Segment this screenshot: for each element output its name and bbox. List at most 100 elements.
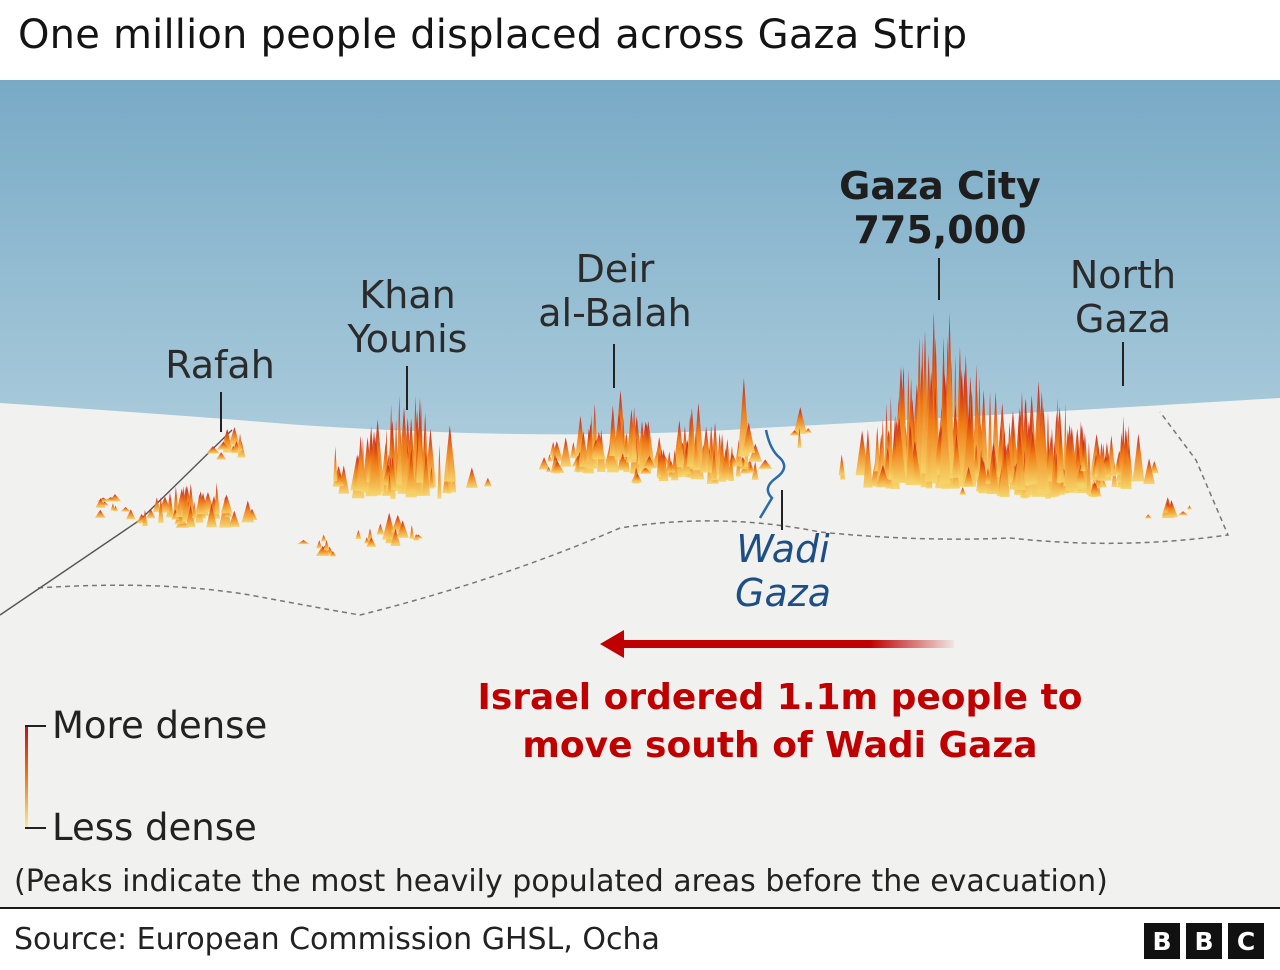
population-peak — [550, 441, 563, 461]
population-peak — [617, 453, 629, 471]
footnote: (Peaks indicate the most heavily populat… — [14, 864, 1108, 899]
land — [0, 398, 1280, 908]
bbc-logo-b1: B — [1144, 923, 1180, 959]
population-peak — [1186, 505, 1192, 510]
population-peak — [94, 509, 106, 518]
population-peak — [710, 447, 718, 481]
population-peak — [465, 467, 478, 488]
population-peak — [623, 432, 630, 458]
population-peak — [639, 466, 652, 474]
label-khan-younis-line1: Khan — [359, 273, 456, 317]
label-deir-al-balah: Deir al-Balah — [520, 247, 710, 335]
population-peak — [1177, 511, 1189, 516]
population-peak — [538, 457, 550, 470]
population-peaks — [94, 311, 1192, 557]
population-peak — [550, 461, 565, 473]
population-peak — [758, 459, 773, 469]
population-peak — [1014, 429, 1026, 491]
population-peak — [658, 449, 669, 482]
label-gaza-city: Gaza City 775,000 — [830, 164, 1050, 252]
population-peak — [924, 371, 938, 482]
population-peak — [874, 426, 881, 472]
population-peak — [747, 464, 754, 473]
population-peak — [228, 510, 240, 527]
population-peak — [214, 482, 219, 515]
population-peak — [1115, 456, 1121, 475]
population-peak — [325, 546, 335, 555]
population-peak — [633, 474, 642, 482]
gaza-border — [37, 411, 1230, 616]
bbc-logo: B B C — [1144, 923, 1264, 959]
population-peak — [999, 444, 1010, 497]
population-peak — [1104, 452, 1112, 477]
population-peak — [900, 366, 907, 473]
population-peak — [333, 446, 338, 482]
population-peak — [413, 534, 423, 539]
population-peak — [576, 454, 581, 473]
population-peak — [1150, 460, 1159, 474]
bbc-logo-c: C — [1228, 923, 1264, 959]
population-peak — [416, 409, 424, 483]
population-peak — [388, 456, 397, 490]
population-peak — [370, 436, 382, 495]
population-peak — [976, 456, 989, 492]
label-gaza-city-name: Gaza City — [839, 164, 1041, 208]
population-peak — [338, 465, 350, 494]
population-peak — [642, 455, 657, 469]
label-wadi-gaza-line1: Wadi — [736, 527, 830, 571]
population-peak — [396, 520, 409, 538]
population-peak — [656, 452, 662, 478]
population-peak — [609, 416, 616, 457]
population-peak — [1056, 425, 1065, 483]
legend-gradient-bar — [25, 726, 28, 828]
label-wadi-gaza-line2: Gaza — [735, 571, 831, 615]
population-peak — [920, 330, 930, 474]
population-peak — [1144, 514, 1152, 519]
population-peak — [355, 529, 362, 539]
label-rafah-text: Rafah — [165, 343, 275, 387]
population-peak — [682, 447, 692, 475]
evacuation-note-line2: move south of Wadi Gaza — [522, 725, 1038, 766]
label-north-gaza-line2: Gaza — [1075, 297, 1171, 341]
population-peak — [437, 444, 442, 499]
population-peak — [1097, 442, 1106, 481]
population-peak — [686, 414, 694, 467]
population-peak — [228, 427, 240, 446]
population-peak — [1143, 458, 1155, 485]
footer-divider — [0, 907, 1280, 909]
population-peak — [206, 503, 217, 528]
population-peak — [560, 437, 572, 467]
population-peak — [963, 466, 974, 487]
population-peak — [1087, 482, 1102, 497]
population-peak — [376, 523, 385, 535]
population-peak — [323, 540, 330, 551]
population-peak — [797, 427, 802, 448]
population-peak — [545, 466, 552, 472]
population-peak — [428, 466, 435, 489]
population-peak — [110, 503, 116, 511]
population-peak — [364, 537, 370, 544]
population-peak — [142, 509, 148, 527]
population-peak — [153, 497, 161, 513]
population-peak — [406, 449, 416, 494]
population-peak — [483, 477, 492, 487]
population-peak — [185, 505, 196, 528]
population-peak — [939, 374, 951, 484]
evacuation-note-line1: Israel ordered 1.1m people to — [477, 677, 1083, 718]
population-peak — [1026, 431, 1040, 484]
population-peak — [146, 509, 156, 519]
population-peak — [1080, 445, 1086, 472]
population-peak — [973, 444, 980, 477]
population-peak — [570, 442, 577, 459]
population-peak — [382, 512, 397, 540]
population-peak — [216, 452, 227, 460]
label-north-gaza: North Gaza — [1050, 253, 1196, 341]
population-peak — [547, 454, 552, 462]
population-peak — [120, 506, 131, 512]
population-peak — [875, 464, 890, 488]
population-peak — [367, 528, 373, 541]
population-peak — [905, 424, 916, 483]
population-peak — [366, 537, 377, 547]
population-peak — [880, 418, 886, 479]
population-peak — [1036, 391, 1048, 494]
